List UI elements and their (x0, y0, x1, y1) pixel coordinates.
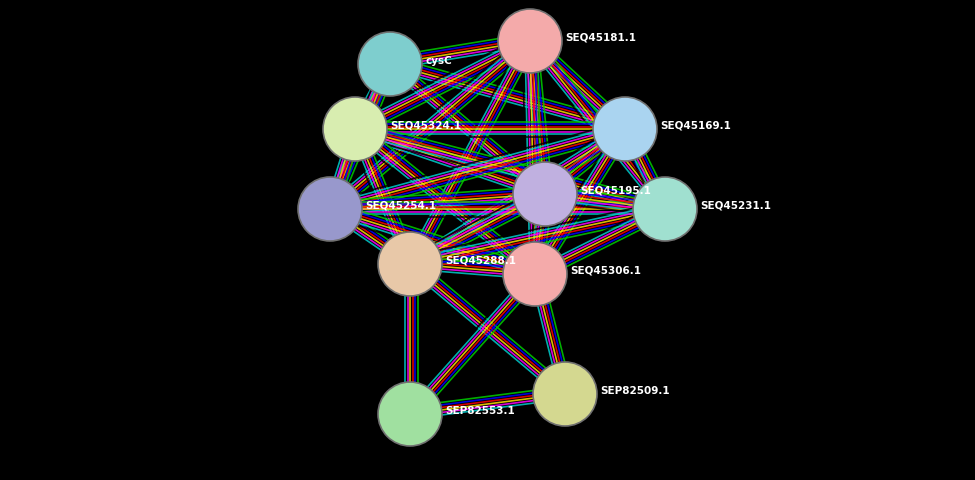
Text: SEQ45181.1: SEQ45181.1 (565, 33, 636, 43)
Text: SEQ45324.1: SEQ45324.1 (390, 121, 461, 131)
Ellipse shape (358, 33, 422, 97)
Ellipse shape (533, 362, 597, 426)
Text: SEP82553.1: SEP82553.1 (445, 405, 515, 415)
Text: SEQ45231.1: SEQ45231.1 (700, 201, 771, 211)
Text: SEP82509.1: SEP82509.1 (600, 385, 670, 395)
Ellipse shape (378, 232, 442, 296)
Ellipse shape (298, 178, 362, 241)
Ellipse shape (503, 242, 567, 306)
Text: SEQ45288.1: SEQ45288.1 (445, 255, 516, 265)
Text: SEQ45195.1: SEQ45195.1 (580, 186, 651, 195)
Text: cysC: cysC (425, 56, 451, 66)
Text: SEQ45169.1: SEQ45169.1 (660, 121, 731, 131)
Ellipse shape (633, 178, 697, 241)
Ellipse shape (593, 98, 657, 162)
Ellipse shape (323, 98, 387, 162)
Ellipse shape (498, 10, 562, 74)
Ellipse shape (378, 382, 442, 446)
Text: SEQ45306.1: SEQ45306.1 (570, 265, 641, 276)
Ellipse shape (513, 163, 577, 227)
Text: SEQ45254.1: SEQ45254.1 (365, 201, 436, 211)
